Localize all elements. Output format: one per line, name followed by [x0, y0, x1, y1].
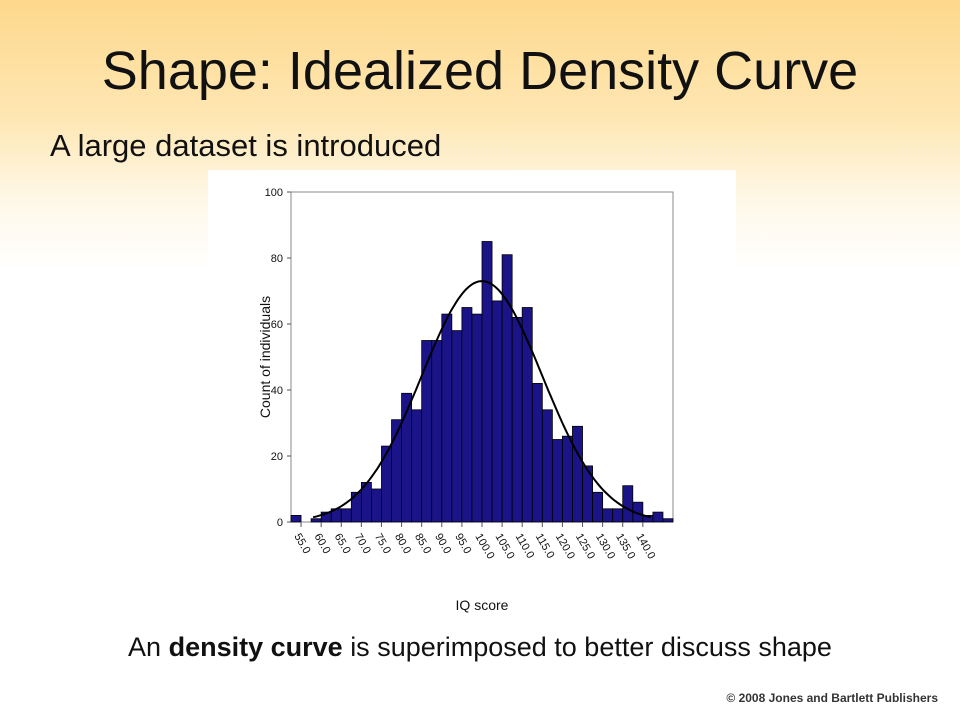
copyright-notice: © 2008 Jones and Bartlett Publishers — [726, 691, 938, 705]
x-tick-label: 100.0 — [472, 532, 496, 562]
histogram-bar — [511, 316, 523, 523]
x-tick-label: 105.0 — [493, 532, 517, 562]
caption-prefix: An — [128, 632, 162, 662]
y-tick-label: 80 — [271, 253, 283, 265]
histogram-bar — [612, 508, 624, 523]
x-tick-label: 65.0 — [332, 532, 353, 557]
histogram-bar — [411, 409, 423, 523]
histogram-bar — [652, 511, 664, 523]
histogram-bar — [471, 313, 483, 523]
histogram-bar — [441, 313, 453, 523]
x-tick-label: 135.0 — [613, 532, 637, 562]
x-tick-label: 120.0 — [553, 532, 577, 562]
slide-caption: An density curve is superimposed to bett… — [0, 632, 960, 663]
x-tick-label: 95.0 — [452, 532, 473, 557]
histogram-bar — [340, 508, 352, 523]
slide-subtitle: A large dataset is introduced — [50, 128, 442, 163]
histogram-bar — [622, 485, 634, 523]
histogram-bar — [290, 514, 302, 523]
x-tick-label: 90.0 — [432, 532, 453, 557]
x-tick-label: 75.0 — [372, 532, 393, 557]
caption-bold-term: density curve — [168, 632, 343, 662]
x-tick-label: 85.0 — [412, 532, 433, 557]
histogram-bar — [592, 491, 604, 523]
y-tick-label: 100 — [265, 187, 283, 199]
histogram-bar — [491, 300, 503, 523]
histogram-bar — [531, 382, 543, 523]
y-tick-label: 40 — [271, 385, 283, 397]
x-tick-label: 130.0 — [593, 532, 617, 562]
histogram-bar — [431, 340, 443, 523]
plot-area: 0 20 40 60 80 100 55.0 60.0 65.0 70.0 75.0 80.0 85.0… — [265, 187, 674, 562]
y-tick-label: 20 — [271, 451, 283, 463]
x-tick-label: 125.0 — [573, 532, 597, 562]
histogram-bar — [451, 330, 463, 523]
histogram-bar — [662, 518, 674, 523]
y-tick-label: 0 — [277, 517, 283, 529]
x-axis-label: IQ score — [456, 597, 509, 613]
density-curve — [312, 280, 652, 519]
histogram-bar — [572, 425, 583, 523]
x-tick-label: 110.0 — [513, 532, 537, 561]
x-tick-label: 140.0 — [633, 532, 657, 562]
x-tick-label: 115.0 — [533, 532, 557, 561]
slide-title: Shape: Idealized Density Curve — [101, 41, 859, 101]
histogram-bar — [310, 518, 322, 523]
histogram-bar — [562, 435, 573, 523]
histogram-bar — [421, 340, 433, 523]
caption-suffix: is superimposed to better discuss shape — [350, 632, 832, 662]
iq-histogram-chart: 0 20 40 60 80 100 55.0 60.0 65.0 70.0 75.0 80.0 85.0… — [257, 187, 674, 613]
histogram-bar — [461, 307, 473, 523]
chart-panel: 0 20 40 60 80 100 55.0 60.0 65.0 70.0 75.0 80.0 85.0… — [208, 170, 736, 622]
x-tick-label: 70.0 — [352, 532, 373, 557]
histogram-bar — [602, 508, 614, 523]
histogram-bar — [551, 439, 563, 523]
x-tick-label: 60.0 — [312, 532, 333, 557]
y-axis-label: Count of individuals — [257, 296, 273, 418]
y-tick-label: 60 — [271, 319, 283, 331]
histogram-bar — [541, 409, 553, 523]
histogram-bar — [371, 488, 382, 523]
x-tick-label: 55.0 — [291, 532, 312, 557]
x-tick-label: 80.0 — [392, 532, 413, 557]
